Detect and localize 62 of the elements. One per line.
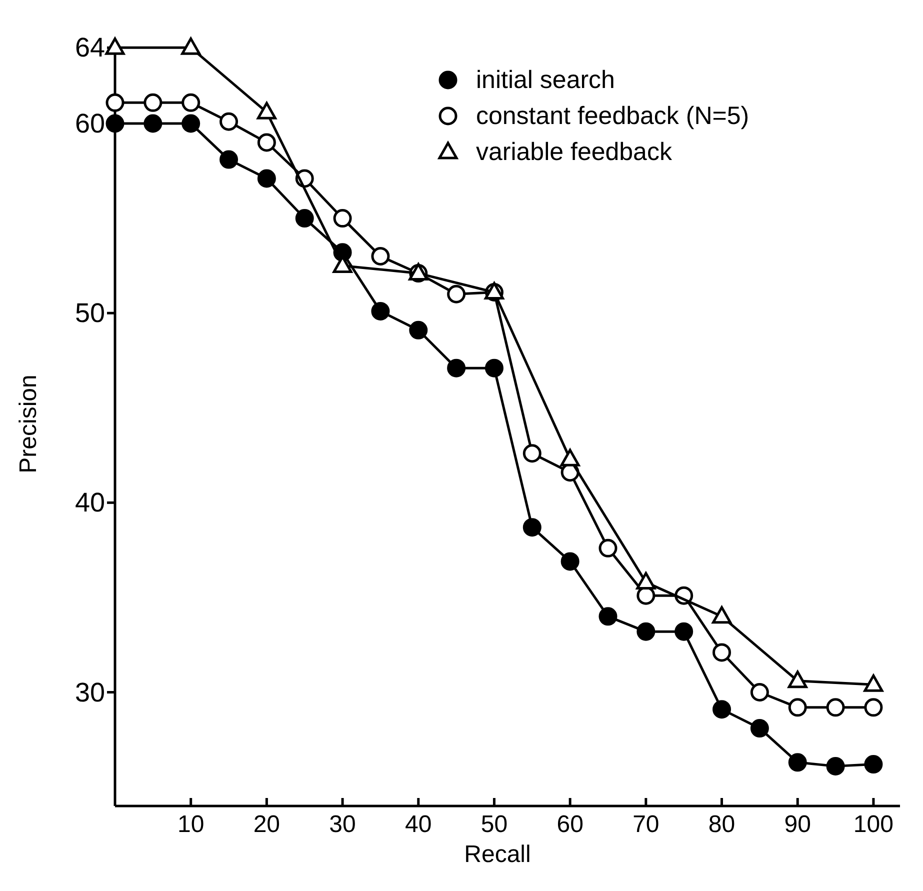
point xyxy=(144,93,162,112)
point xyxy=(560,448,580,466)
point xyxy=(712,700,732,719)
point xyxy=(182,114,200,133)
y-axis-title: Precision xyxy=(15,374,42,474)
point xyxy=(144,114,162,133)
point xyxy=(106,93,124,112)
point xyxy=(409,320,428,340)
point xyxy=(864,755,883,774)
x-tick-label: 90 xyxy=(784,811,811,838)
point xyxy=(636,622,656,641)
y-tick-label: 64 xyxy=(74,32,105,63)
point xyxy=(257,169,276,188)
point xyxy=(750,719,769,738)
point xyxy=(712,643,732,662)
x-tick-label: 100 xyxy=(853,811,894,838)
y-tick-label: 50 xyxy=(74,298,105,328)
y-tick-label: 30 xyxy=(74,677,105,708)
point xyxy=(295,209,314,228)
point xyxy=(522,444,542,463)
legend-label: constant feedback (N=5) xyxy=(476,102,750,130)
point xyxy=(826,756,845,776)
point xyxy=(105,37,125,55)
point xyxy=(788,698,807,717)
point xyxy=(371,246,390,266)
point xyxy=(598,607,618,626)
x-tick-label: 50 xyxy=(480,811,508,838)
point xyxy=(106,114,124,133)
point xyxy=(788,753,807,772)
point xyxy=(257,133,276,152)
x-tick-label: 20 xyxy=(253,811,280,838)
point xyxy=(256,102,276,120)
point xyxy=(788,670,808,688)
point xyxy=(560,552,580,571)
point xyxy=(826,698,845,717)
point xyxy=(181,37,201,55)
point xyxy=(371,302,390,320)
point xyxy=(182,93,200,112)
point xyxy=(447,358,466,378)
x-tick-label: 40 xyxy=(405,811,432,838)
x-tick-label: 70 xyxy=(632,811,660,838)
point xyxy=(750,683,769,702)
y-tick-label: 40 xyxy=(74,488,105,518)
x-tick-label: 10 xyxy=(177,811,204,838)
point xyxy=(220,150,238,169)
y-tick-label: 60 xyxy=(74,108,105,139)
point xyxy=(484,358,504,378)
point xyxy=(712,606,732,624)
x-tick-label: 30 xyxy=(329,811,356,838)
legend-label: variable feedback xyxy=(476,138,672,166)
point xyxy=(598,538,618,558)
x-tick-label: 60 xyxy=(556,811,584,838)
x-tick-label: 80 xyxy=(708,811,736,838)
point xyxy=(674,622,694,641)
point xyxy=(220,112,238,131)
point xyxy=(333,209,352,228)
point xyxy=(447,284,466,304)
legend-label: initial search xyxy=(476,66,615,94)
point xyxy=(864,698,883,717)
point xyxy=(636,572,656,590)
point xyxy=(522,518,542,537)
x-axis-title: Recall xyxy=(464,841,531,868)
